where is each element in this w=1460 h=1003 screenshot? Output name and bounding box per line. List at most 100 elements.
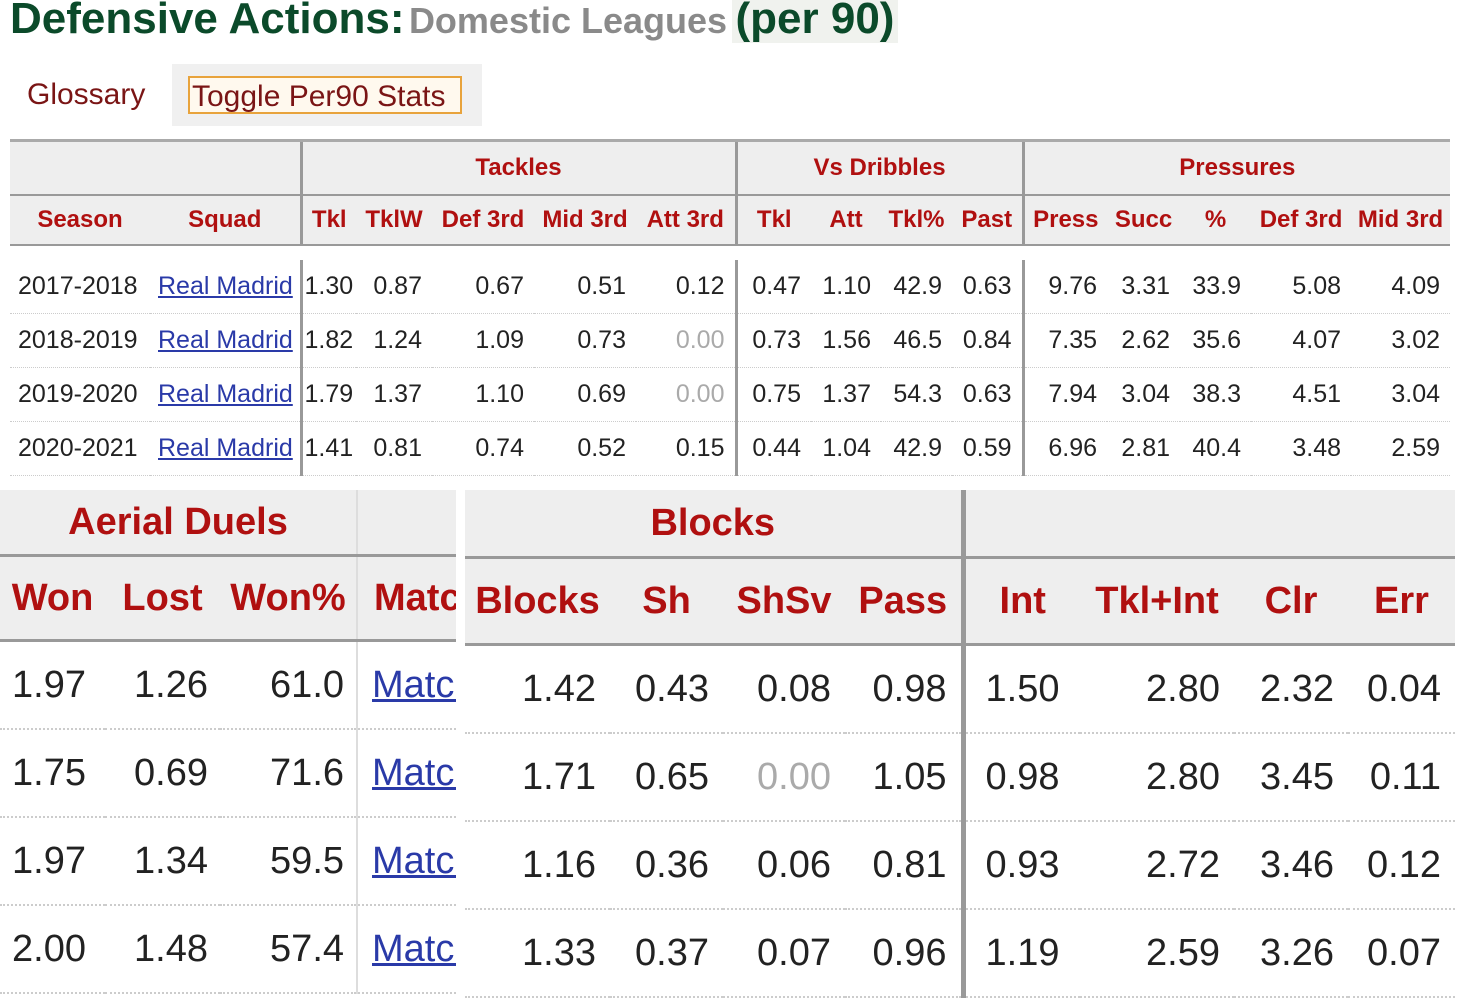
- stat-cell: 1.97: [0, 817, 105, 906]
- stat-cell: 3.45: [1234, 733, 1348, 822]
- stat-cell: 1.79: [299, 367, 356, 422]
- group-header-empty: [356, 490, 457, 556]
- stat-cell: 0.63: [952, 367, 1024, 422]
- column-header-blocks[interactable]: Blocks: [465, 556, 610, 646]
- squad-link[interactable]: Real Madrid: [158, 326, 293, 354]
- column-header-tkl[interactable]: Tkl: [299, 194, 356, 246]
- column-header-mid-3rd[interactable]: Mid 3rd: [534, 194, 636, 246]
- stat-cell: 71.6: [220, 729, 358, 818]
- matches-link[interactable]: Matches: [372, 839, 456, 882]
- column-header-att-3rd[interactable]: Att 3rd: [636, 194, 736, 246]
- stat-cell: 2.00: [0, 905, 105, 994]
- stat-cell: 1.75: [0, 729, 105, 818]
- stat-cell: 1.71: [465, 733, 610, 822]
- column-header-succ[interactable]: Succ: [1107, 194, 1181, 246]
- stat-cell: 4.07: [1251, 313, 1352, 368]
- stat-cell: 0.65: [610, 733, 723, 822]
- table-row: 2018-2019 Real Madrid 1.82 1.24 1.09 0.73 0.00…: [10, 313, 1451, 368]
- column-header-won[interactable]: Won%: [220, 554, 358, 642]
- matches-link[interactable]: Matches: [372, 751, 456, 794]
- matches-link[interactable]: Matches: [372, 663, 456, 706]
- stat-cell: 61.0: [220, 640, 358, 730]
- stat-cell: 0.98: [845, 644, 963, 734]
- stat-cell: 0.06: [723, 821, 845, 910]
- toggle-wrapper: Toggle Per90 Stats: [172, 64, 482, 126]
- toggle-per90-button[interactable]: Toggle Per90 Stats: [188, 76, 462, 114]
- stat-cell: 1.42: [465, 644, 610, 734]
- column-header-err[interactable]: Err: [1348, 556, 1455, 646]
- column-header-squad[interactable]: Squad: [150, 194, 301, 246]
- column-header-won[interactable]: Won: [0, 554, 105, 642]
- stat-cell: 2.59: [1351, 421, 1451, 476]
- stat-cell: 0.44: [734, 421, 811, 476]
- column-header-matches[interactable]: Matches: [356, 554, 457, 642]
- column-header-clr[interactable]: Clr: [1234, 556, 1348, 646]
- column-header-def-3rd[interactable]: Def 3rd: [432, 194, 534, 246]
- page-title: Defensive Actions: Domestic Leagues (per…: [10, 0, 899, 44]
- column-header-lost[interactable]: Lost: [105, 554, 220, 642]
- stat-cell: 0.93: [960, 821, 1080, 910]
- column-header-past[interactable]: Past: [952, 194, 1024, 246]
- stat-cell: 2.80: [1080, 733, 1234, 822]
- column-header-shsv[interactable]: ShSv: [723, 556, 845, 646]
- title-main: Defensive Actions: [10, 0, 390, 43]
- group-header-empty: [960, 490, 1455, 558]
- squad-cell: Real Madrid: [150, 313, 301, 368]
- column-header-pass[interactable]: Pass: [845, 556, 963, 646]
- group-header-empty: [10, 139, 301, 195]
- column-header-tkl-int[interactable]: Tkl+Int: [1080, 556, 1234, 646]
- group-header-tackles: Tackles: [299, 139, 736, 195]
- stat-cell: 1.97: [0, 640, 105, 730]
- column-header-tkl[interactable]: Tkl: [734, 194, 811, 246]
- squad-link[interactable]: Real Madrid: [158, 434, 293, 462]
- stat-cell: 1.26: [105, 640, 220, 730]
- squad-link[interactable]: Real Madrid: [158, 380, 293, 408]
- column-header-season[interactable]: Season: [10, 194, 150, 246]
- stat-cell: 1.56: [811, 313, 881, 368]
- stat-cell: 2.72: [1080, 821, 1234, 910]
- stat-cell: 1.09: [432, 313, 534, 368]
- column-header-int[interactable]: Int: [960, 556, 1080, 646]
- group-header-vs-dribbles: Vs Dribbles: [734, 139, 1024, 195]
- stat-cell: 0.08: [723, 644, 845, 734]
- stat-cell: 2.81: [1107, 421, 1181, 476]
- column-header-press[interactable]: Press: [1021, 194, 1108, 246]
- squad-link[interactable]: Real Madrid: [158, 272, 293, 300]
- stat-cell: 1.10: [432, 367, 534, 422]
- stat-cell: 0.84: [952, 313, 1024, 368]
- column-header-tklw[interactable]: TklW: [356, 194, 432, 246]
- stat-cell: 0.15: [636, 421, 736, 476]
- stat-cell: 54.3: [881, 367, 952, 422]
- table-row: 2019-2020 Real Madrid 1.79 1.37 1.10 0.69 0.00…: [10, 367, 1451, 422]
- column-header-pct[interactable]: %: [1180, 194, 1252, 246]
- stat-cell: 2.59: [1080, 909, 1234, 998]
- spacer-row: [10, 245, 1451, 260]
- stat-cell: 4.09: [1351, 260, 1451, 314]
- column-header-att[interactable]: Att: [811, 194, 881, 246]
- season-cell: 2020-2021: [10, 421, 150, 476]
- stat-cell: 0.96: [845, 909, 963, 998]
- stat-cell: 5.08: [1251, 260, 1352, 314]
- stat-cell: 0.52: [534, 421, 636, 476]
- stat-cell: 0.87: [356, 260, 432, 314]
- column-header-sh[interactable]: Sh: [610, 556, 723, 646]
- column-header-def-3rd[interactable]: Def 3rd: [1251, 194, 1352, 246]
- column-header-tkl[interactable]: Tkl%: [881, 194, 952, 246]
- matches-link[interactable]: Matches: [372, 927, 456, 970]
- column-header-mid-3rd[interactable]: Mid 3rd: [1351, 194, 1451, 246]
- group-header-blocks: Blocks: [465, 490, 963, 558]
- stat-cell: 0.36: [610, 821, 723, 910]
- stat-cell: 0.37: [610, 909, 723, 998]
- stat-cell: 1.04: [811, 421, 881, 476]
- stat-cell: 0.74: [432, 421, 534, 476]
- stat-cell: 35.6: [1180, 313, 1252, 368]
- group-header-pressures: Pressures: [1021, 139, 1451, 195]
- stat-cell: 3.46: [1234, 821, 1348, 910]
- stat-cell: 0.73: [734, 313, 811, 368]
- glossary-link[interactable]: Glossary: [27, 78, 146, 111]
- stat-cell: 0.04: [1348, 644, 1455, 734]
- column-header-row: Season Squad Tkl TklW Def 3rd Mid 3rd Att 3rd T…: [10, 194, 1451, 246]
